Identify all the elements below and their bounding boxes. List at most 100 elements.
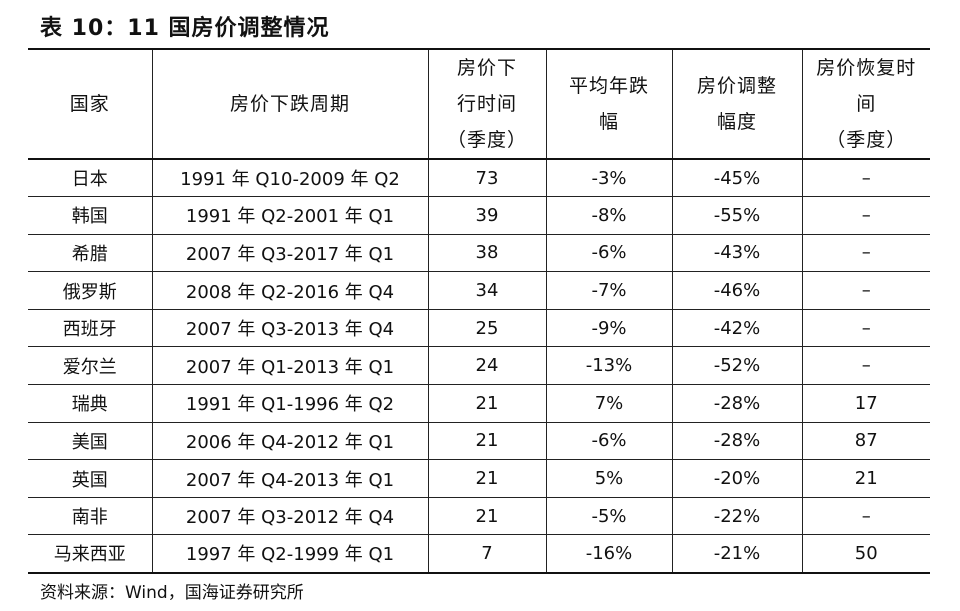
cell-rec: – [801,196,930,235]
cell-period: 1991 年 Q2-2001 年 Q1 [151,196,429,235]
table-row: 希腊 2007 年 Q3-2017 年 Q1 38 -6% -43% – [28,233,930,273]
cell-country: 西班牙 [28,308,153,348]
header-avg-line2: 幅 [598,111,619,133]
cell-period: 2007 年 Q3-2013 年 Q4 [151,308,429,348]
cell-quarters: 21 [427,384,547,423]
header-avg-decline: 平均年跌 幅 [545,48,673,160]
cell-period: 2008 年 Q2-2016 年 Q4 [151,271,429,310]
cell-quarters: 21 [427,459,547,498]
header-rec-line2: 间 [856,93,877,115]
cell-rec: 50 [801,534,930,574]
cell-period: 2007 年 Q1-2013 年 Q1 [151,346,429,386]
cell-avg: -3% [545,158,673,198]
table-title: 表 10：11 国房价调整情况 [40,16,330,41]
cell-period: 2007 年 Q3-2017 年 Q1 [151,233,429,273]
cell-quarters: 24 [427,346,547,386]
header-quarters-line1: 房价下 [456,57,517,79]
cell-country: 俄罗斯 [28,271,153,310]
header-avg-line1: 平均年跌 [568,75,649,97]
cell-adj: -28% [671,384,803,423]
cell-avg: -7% [545,271,673,310]
header-quarters-line2: 行时间 [456,93,517,115]
cell-rec: – [801,233,930,273]
housing-adjustment-table: 国家 房价下跌周期 房价下 行时间 （季度） 平均年跌 幅 房价调整 幅度 房价… [28,48,930,574]
cell-avg: -5% [545,496,673,536]
table-row: 韩国 1991 年 Q2-2001 年 Q1 39 -8% -55% – [28,196,930,235]
cell-avg: -8% [545,196,673,235]
cell-quarters: 21 [427,496,547,536]
header-adj-line1: 房价调整 [696,75,777,97]
header-period-label: 房价下跌周期 [229,93,350,115]
cell-period: 1991 年 Q10-2009 年 Q2 [151,158,429,198]
header-recovery: 房价恢复时 间 （季度） [801,48,930,160]
table-row: 马来西亚 1997 年 Q2-1999 年 Q1 7 -16% -21% 50 [28,534,930,574]
cell-rec: 17 [801,384,930,423]
cell-country: 日本 [28,158,153,198]
cell-adj: -55% [671,196,803,235]
cell-rec: – [801,346,930,386]
table-header: 国家 房价下跌周期 房价下 行时间 （季度） 平均年跌 幅 房价调整 幅度 房价… [28,48,930,160]
cell-adj: -28% [671,421,803,461]
cell-rec: – [801,271,930,310]
header-rec-line1: 房价恢复时 [816,57,917,79]
cell-country: 希腊 [28,233,153,273]
cell-country: 马来西亚 [28,534,153,574]
cell-period: 2007 年 Q4-2013 年 Q1 [151,459,429,498]
cell-country: 爱尔兰 [28,346,153,386]
cell-period: 1997 年 Q2-1999 年 Q1 [151,534,429,574]
table-row: 俄罗斯 2008 年 Q2-2016 年 Q4 34 -7% -46% – [28,271,930,310]
header-quarters: 房价下 行时间 （季度） [427,48,547,160]
cell-avg: -6% [545,233,673,273]
cell-country: 韩国 [28,196,153,235]
cell-rec: 87 [801,421,930,461]
header-adjustment: 房价调整 幅度 [671,48,803,160]
cell-avg: -9% [545,308,673,348]
table-row: 西班牙 2007 年 Q3-2013 年 Q4 25 -9% -42% – [28,308,930,348]
cell-quarters: 21 [427,421,547,461]
cell-rec: 21 [801,459,930,498]
cell-adj: -45% [671,158,803,198]
cell-country: 南非 [28,496,153,536]
cell-adj: -46% [671,271,803,310]
cell-adj: -52% [671,346,803,386]
header-row: 国家 房价下跌周期 房价下 行时间 （季度） 平均年跌 幅 房价调整 幅度 房价… [28,48,930,160]
table-row: 南非 2007 年 Q3-2012 年 Q4 21 -5% -22% – [28,496,930,536]
table-row: 美国 2006 年 Q4-2012 年 Q1 21 -6% -28% 87 [28,421,930,461]
header-quarters-line3: （季度） [446,129,527,151]
cell-adj: -42% [671,308,803,348]
table-row: 瑞典 1991 年 Q1-1996 年 Q2 21 7% -28% 17 [28,384,930,423]
cell-rec: – [801,308,930,348]
cell-avg: -16% [545,534,673,574]
table-row: 日本 1991 年 Q10-2009 年 Q2 73 -3% -45% – [28,158,930,198]
header-country: 国家 [28,48,153,160]
cell-avg: 7% [545,384,673,423]
cell-adj: -43% [671,233,803,273]
table-row: 英国 2007 年 Q4-2013 年 Q1 21 5% -20% 21 [28,459,930,498]
cell-rec: – [801,158,930,198]
cell-quarters: 25 [427,308,547,348]
cell-period: 2007 年 Q3-2012 年 Q4 [151,496,429,536]
source-note: 资料来源：Wind，国海证券研究所 [40,583,304,603]
cell-avg: -13% [545,346,673,386]
cell-country: 美国 [28,421,153,461]
cell-adj: -20% [671,459,803,498]
cell-avg: 5% [545,459,673,498]
table-row: 爱尔兰 2007 年 Q1-2013 年 Q1 24 -13% -52% – [28,346,930,386]
cell-period: 1991 年 Q1-1996 年 Q2 [151,384,429,423]
cell-avg: -6% [545,421,673,461]
cell-rec: – [801,496,930,536]
cell-quarters: 34 [427,271,547,310]
cell-adj: -22% [671,496,803,536]
cell-country: 英国 [28,459,153,498]
cell-adj: -21% [671,534,803,574]
table-body: 日本 1991 年 Q10-2009 年 Q2 73 -3% -45% – 韩国… [28,158,930,574]
cell-quarters: 39 [427,196,547,235]
header-country-label: 国家 [69,93,110,115]
header-period: 房价下跌周期 [151,48,429,160]
cell-period: 2006 年 Q4-2012 年 Q1 [151,421,429,461]
cell-quarters: 7 [427,534,547,574]
cell-country: 瑞典 [28,384,153,423]
header-rec-line3: （季度） [826,129,907,151]
cell-quarters: 38 [427,233,547,273]
cell-quarters: 73 [427,158,547,198]
